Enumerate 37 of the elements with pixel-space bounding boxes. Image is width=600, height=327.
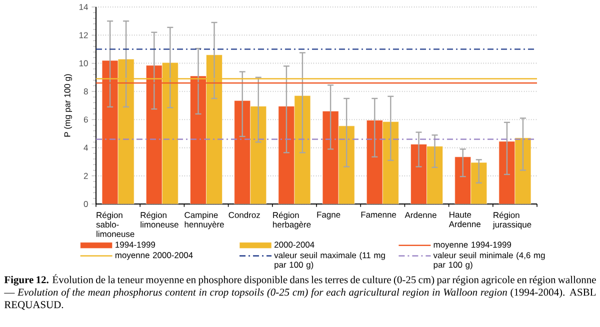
y-tick-label: 8 [84,88,88,94]
y-tick-label: 2 [84,172,88,179]
x-tick-label: Région sablo-limoneuse [96,212,134,238]
x-tick-label: Haute Ardenne [448,212,480,228]
bar [234,100,251,204]
bar [382,122,399,204]
y-tick-label: 6 [84,116,88,123]
bar [454,156,472,204]
legend-label: 2000-2004 [274,242,314,248]
x-tick-label: Région limoneuse [140,212,178,228]
y-tick-label: 14 [79,4,88,10]
bar [514,138,532,204]
y-tick-label: 10 [79,60,88,66]
bar [278,106,295,204]
y-tick-label: 4 [84,144,88,151]
x-tick-label: Condroz [228,212,260,218]
x-tick-label: Fagne [317,212,340,220]
x-tick-label: Campine hennuyère [184,212,224,230]
text: Figure 12. Évolution de la teneur moyenne en phosphore disponible dans les terres de culture (0-25 cm) par région agricole en région wallonne — Evolution of the mean phosphorus content in crop topsoils (0-25 cm) for each agricultural region in Walloon region (1994-2004). ASBL REQUASUD. [4,274,596,310]
legend-label: 1994-1999 [116,242,156,248]
bar [426,146,443,204]
y-axis-title: P (mg par 100 g) [64,74,72,137]
bar [322,110,339,204]
x-tick-label: Région jurassique [492,212,532,230]
bar [250,106,267,204]
legend-label: moyenne 1994-1999 [434,242,512,250]
y-tick-label: 12 [79,32,88,38]
bar [366,120,383,204]
legend-label: valeur seuil maximale (11 mg par 100 g) [274,252,385,270]
x-tick-label: Région herbagère [273,212,311,230]
x-tick-label: Famenne [361,212,396,218]
legend-label: moyenne 2000-2004 [115,252,193,260]
bar [410,144,427,204]
x-tick-label: Ardenne [404,212,436,218]
legend-label: valeur seuil minimale (4,6 mg par 100 g) [433,252,545,270]
bar [470,162,488,204]
y-tick-label: 0 [84,201,88,207]
